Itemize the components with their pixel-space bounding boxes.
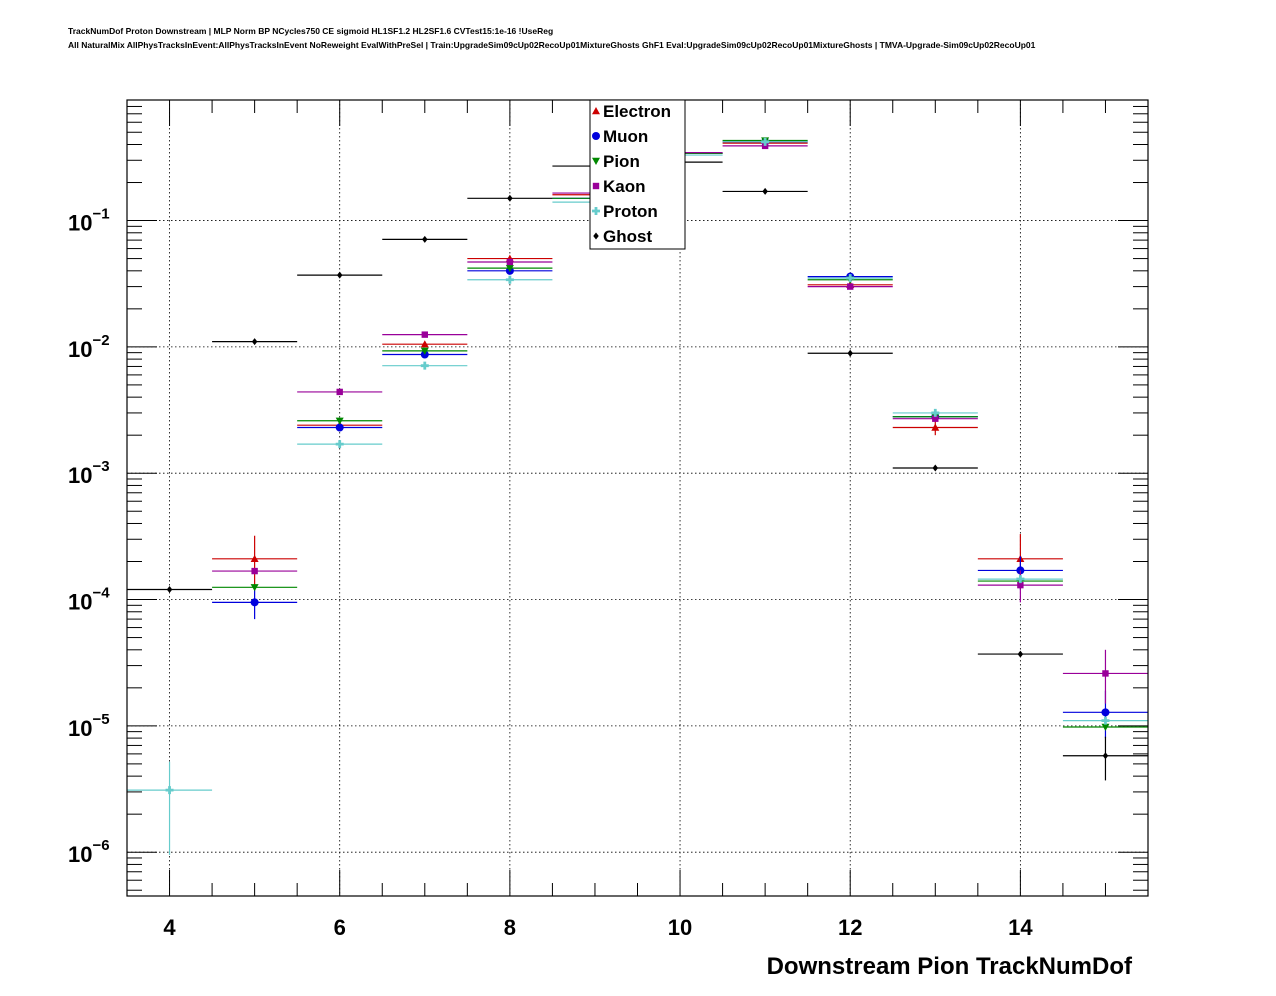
data-marker xyxy=(1016,575,1025,584)
data-marker xyxy=(336,271,343,279)
data-marker xyxy=(761,137,770,146)
y-tick-label: 10−4 xyxy=(68,585,110,615)
y-tick-label: 10−2 xyxy=(68,332,110,362)
y-tick-label: 10−3 xyxy=(68,458,110,488)
data-marker xyxy=(847,349,853,357)
data-marker xyxy=(250,554,259,563)
series-ghost xyxy=(127,158,1148,781)
data-marker xyxy=(762,187,768,195)
x-tick-label: 14 xyxy=(1008,915,1033,940)
data-marker xyxy=(1102,670,1109,677)
data-marker xyxy=(250,584,259,592)
data-marker xyxy=(335,423,344,432)
data-marker xyxy=(1101,708,1110,717)
data-marker xyxy=(1101,723,1110,731)
legend-label-proton: Proton xyxy=(603,202,658,221)
legend: Electron Muon Pion Kaon Proton Ghost xyxy=(589,99,686,250)
data-marker xyxy=(420,347,429,355)
x-tick-label: 4 xyxy=(163,915,176,940)
data-marker xyxy=(761,142,769,150)
data-marker xyxy=(1017,581,1024,589)
y-tick-label: 10−5 xyxy=(68,711,110,741)
legend-label-electron: Electron xyxy=(603,102,671,121)
data-marker xyxy=(166,586,173,594)
data-marker xyxy=(506,258,514,266)
data-marker xyxy=(336,388,343,396)
data-marker xyxy=(931,408,940,417)
data-marker xyxy=(420,361,429,370)
data-marker xyxy=(251,567,258,575)
legend-label-pion: Pion xyxy=(603,152,640,171)
data-marker xyxy=(932,415,939,422)
x-axis-title: Downstream Pion TrackNumDof xyxy=(767,953,1133,980)
data-marker xyxy=(335,417,344,425)
data-marker xyxy=(335,440,344,449)
data-marker xyxy=(251,338,258,346)
data-marker xyxy=(505,275,514,284)
series-kaon xyxy=(212,142,1148,704)
x-tick-label: 8 xyxy=(504,915,516,940)
data-marker xyxy=(1017,650,1024,658)
legend-marker-pion xyxy=(592,157,600,165)
axis-layer: 4 6 8 10 12 14 10−6 10−5 10−4 10−3 10−2 10−1 xyxy=(68,99,1149,940)
data-marker xyxy=(507,194,513,202)
data-marker xyxy=(847,283,854,290)
legend-label-muon: Muon xyxy=(603,127,648,146)
data-marker xyxy=(165,786,174,795)
data-marker xyxy=(1101,716,1110,725)
chart-title-line-1: TrackNumDof Proton Downstream | MLP Norm… xyxy=(68,26,554,36)
data-marker xyxy=(420,340,429,348)
y-tick-label: 10−1 xyxy=(68,206,110,236)
x-tick-label: 10 xyxy=(668,915,692,940)
data-marker xyxy=(505,264,514,273)
data-marker xyxy=(1102,752,1109,760)
legend-label-kaon: Kaon xyxy=(603,177,646,196)
data-marker xyxy=(931,423,940,431)
x-tick-label: 12 xyxy=(838,915,862,940)
legend-marker-proton xyxy=(592,207,600,216)
legend-marker-muon xyxy=(592,132,600,140)
legend-marker-ghost xyxy=(593,232,599,240)
legend-label-ghost: Ghost xyxy=(603,227,652,246)
y-tick-label: 10−6 xyxy=(68,837,110,867)
data-marker xyxy=(421,331,428,338)
legend-box xyxy=(589,99,686,250)
data-marker xyxy=(422,235,428,243)
legend-marker-kaon xyxy=(592,182,600,190)
data-marker xyxy=(932,464,939,472)
data-marker xyxy=(846,274,855,283)
x-tick-label: 6 xyxy=(334,915,346,940)
legend-marker-electron xyxy=(592,107,600,115)
data-marker xyxy=(250,598,259,607)
chart-title-line-2: All NaturalMix AllPhysTracksInEvent:AllP… xyxy=(68,40,1036,50)
